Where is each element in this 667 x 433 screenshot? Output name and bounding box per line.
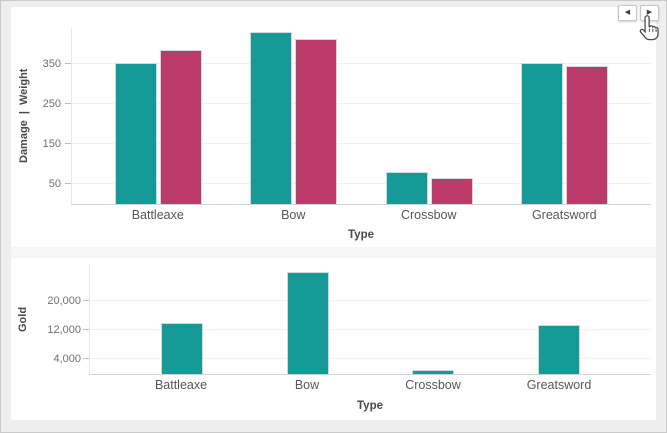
gridline: [90, 300, 651, 302]
y-tick-label: 150: [42, 138, 61, 150]
tick-mark: [65, 103, 71, 104]
previous-page-button[interactable]: ◀: [618, 5, 637, 21]
y-ticks: 50 150 250 350: [37, 28, 61, 204]
bar[interactable]: [412, 370, 455, 374]
category-label: Greatsword: [526, 378, 592, 392]
bar-group: [245, 265, 371, 374]
tick-mark: [83, 300, 89, 302]
x-axis-title: Type: [348, 229, 374, 241]
category-label: Greatsword: [531, 208, 597, 222]
bar-groups: [72, 28, 651, 204]
tick-mark: [65, 143, 71, 144]
bar[interactable]: [520, 63, 563, 204]
y-tick-label: 250: [42, 98, 61, 110]
y-tick-label: 50: [48, 178, 61, 190]
category-label: Bow: [294, 378, 320, 392]
y-axis-title: Damage | Weight: [18, 68, 30, 164]
y-axis-title: Gold: [17, 306, 29, 333]
bar-groups: [90, 265, 651, 374]
category-labels: Battleaxe Bow Crossbow Greatsword: [89, 378, 651, 392]
gridline: [72, 143, 651, 144]
gridline: [90, 329, 651, 331]
bar[interactable]: [538, 324, 581, 374]
y-tick-label: 350: [42, 58, 61, 70]
y-ticks: 4,000 12,000 20,000: [33, 265, 81, 374]
bar-group: [371, 265, 497, 374]
plot-area: [65, 28, 651, 205]
bar-group: [226, 28, 361, 204]
category-label: Battleaxe: [131, 208, 184, 222]
bar[interactable]: [160, 323, 203, 374]
gridline: [72, 63, 651, 64]
bar-group: [91, 28, 226, 204]
next-page-button[interactable]: ▶: [640, 5, 659, 21]
category-labels: Battleaxe Bow Crossbow Greatsword: [71, 208, 651, 222]
gold-chart-card: Gold 4,000 12,000 20,000 Battleaxe Bow Cross…: [11, 258, 656, 420]
y-tick-label: 4,000: [53, 353, 81, 366]
bar-group: [119, 265, 245, 374]
bar-group: [362, 28, 497, 204]
category-label: Crossbow: [405, 378, 461, 392]
bar[interactable]: [385, 172, 428, 204]
plot-area: [83, 265, 651, 375]
tick-mark: [83, 329, 89, 331]
chevron-left-icon: ◀: [624, 9, 631, 16]
tick-mark: [83, 358, 89, 360]
tick-mark: [65, 183, 71, 184]
gridline: [90, 358, 651, 360]
bar[interactable]: [160, 50, 203, 204]
x-axis-title: Type: [357, 400, 383, 412]
y-tick-label: 12,000: [47, 324, 81, 337]
category-label: Crossbow: [400, 208, 457, 222]
bar[interactable]: [286, 272, 329, 374]
bar[interactable]: [295, 39, 338, 204]
damage-weight-chart-card: Damage | Weight 50 150 250 350 Battleaxe Bow…: [11, 7, 656, 247]
bar-group: [497, 28, 632, 204]
card-divider: [11, 247, 656, 258]
bar[interactable]: [115, 63, 158, 204]
chevron-right-icon: ▶: [646, 9, 653, 16]
gridline: [72, 103, 651, 104]
gridline: [72, 183, 651, 184]
bar[interactable]: [430, 178, 473, 204]
bar[interactable]: [565, 66, 608, 204]
category-label: Bow: [281, 208, 306, 222]
category-label: Battleaxe: [154, 378, 208, 392]
bar-group: [496, 265, 622, 374]
y-tick-label: 20,000: [47, 295, 81, 308]
tick-mark: [65, 63, 71, 64]
bar[interactable]: [250, 32, 293, 204]
